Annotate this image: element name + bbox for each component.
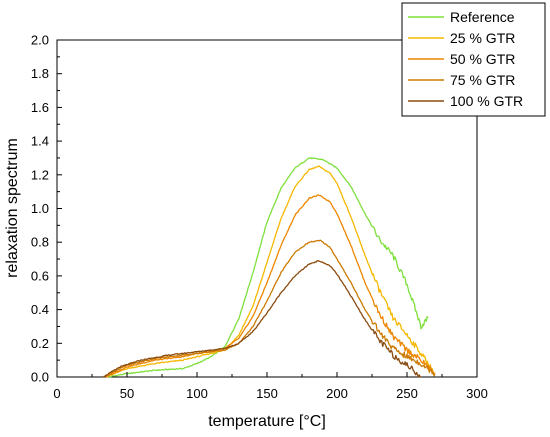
- y-tick-label: 0.2: [31, 336, 49, 351]
- series-line-25-gtr: [106, 165, 436, 378]
- y-tick-label: 1.8: [31, 66, 49, 81]
- y-tick-label: 0.4: [31, 302, 49, 317]
- series-line-50-gtr: [105, 194, 436, 378]
- y-tick-label: 2.0: [31, 33, 49, 48]
- axes-layer: 0 50 100 150 200 250 300 0.0 0.2 0.4 0.6 0.8 1.0 1.2 1…: [31, 33, 488, 402]
- legend-label: 50 % GTR: [450, 51, 515, 67]
- y-tick-label: 1.6: [31, 100, 49, 115]
- y-tick-label: 1.4: [31, 134, 49, 149]
- legend-label: 100 % GTR: [450, 93, 523, 109]
- series-line-100-gtr: [103, 259, 421, 378]
- x-axis-title: temperature [°C]: [208, 413, 326, 430]
- y-tick-label: 0.8: [31, 235, 49, 250]
- x-tick-label: 50: [120, 386, 134, 401]
- x-tick-label: 100: [186, 386, 208, 401]
- y-tick-label: 1.0: [31, 201, 49, 216]
- y-tick-label: 0.0: [31, 370, 49, 385]
- legend-label: 25 % GTR: [450, 30, 515, 46]
- x-tick-label: 150: [256, 386, 278, 401]
- series-line-reference: [107, 157, 429, 378]
- y-tick-label: 1.2: [31, 167, 49, 182]
- legend-label: 75 % GTR: [450, 72, 515, 88]
- x-tick-label: 300: [466, 386, 488, 401]
- series-line-75-gtr: [102, 239, 436, 378]
- series-layer: [102, 157, 436, 378]
- legend: Reference 25 % GTR 50 % GTR 75 % GTR 100 % G…: [401, 2, 546, 117]
- y-tick-label: 0.6: [31, 268, 49, 283]
- x-tick-label: 0: [53, 386, 60, 401]
- y-axis-title: relaxation spectrum: [4, 138, 21, 278]
- x-tick-label: 250: [396, 386, 418, 401]
- x-tick-label: 200: [326, 386, 348, 401]
- legend-label: Reference: [450, 9, 515, 25]
